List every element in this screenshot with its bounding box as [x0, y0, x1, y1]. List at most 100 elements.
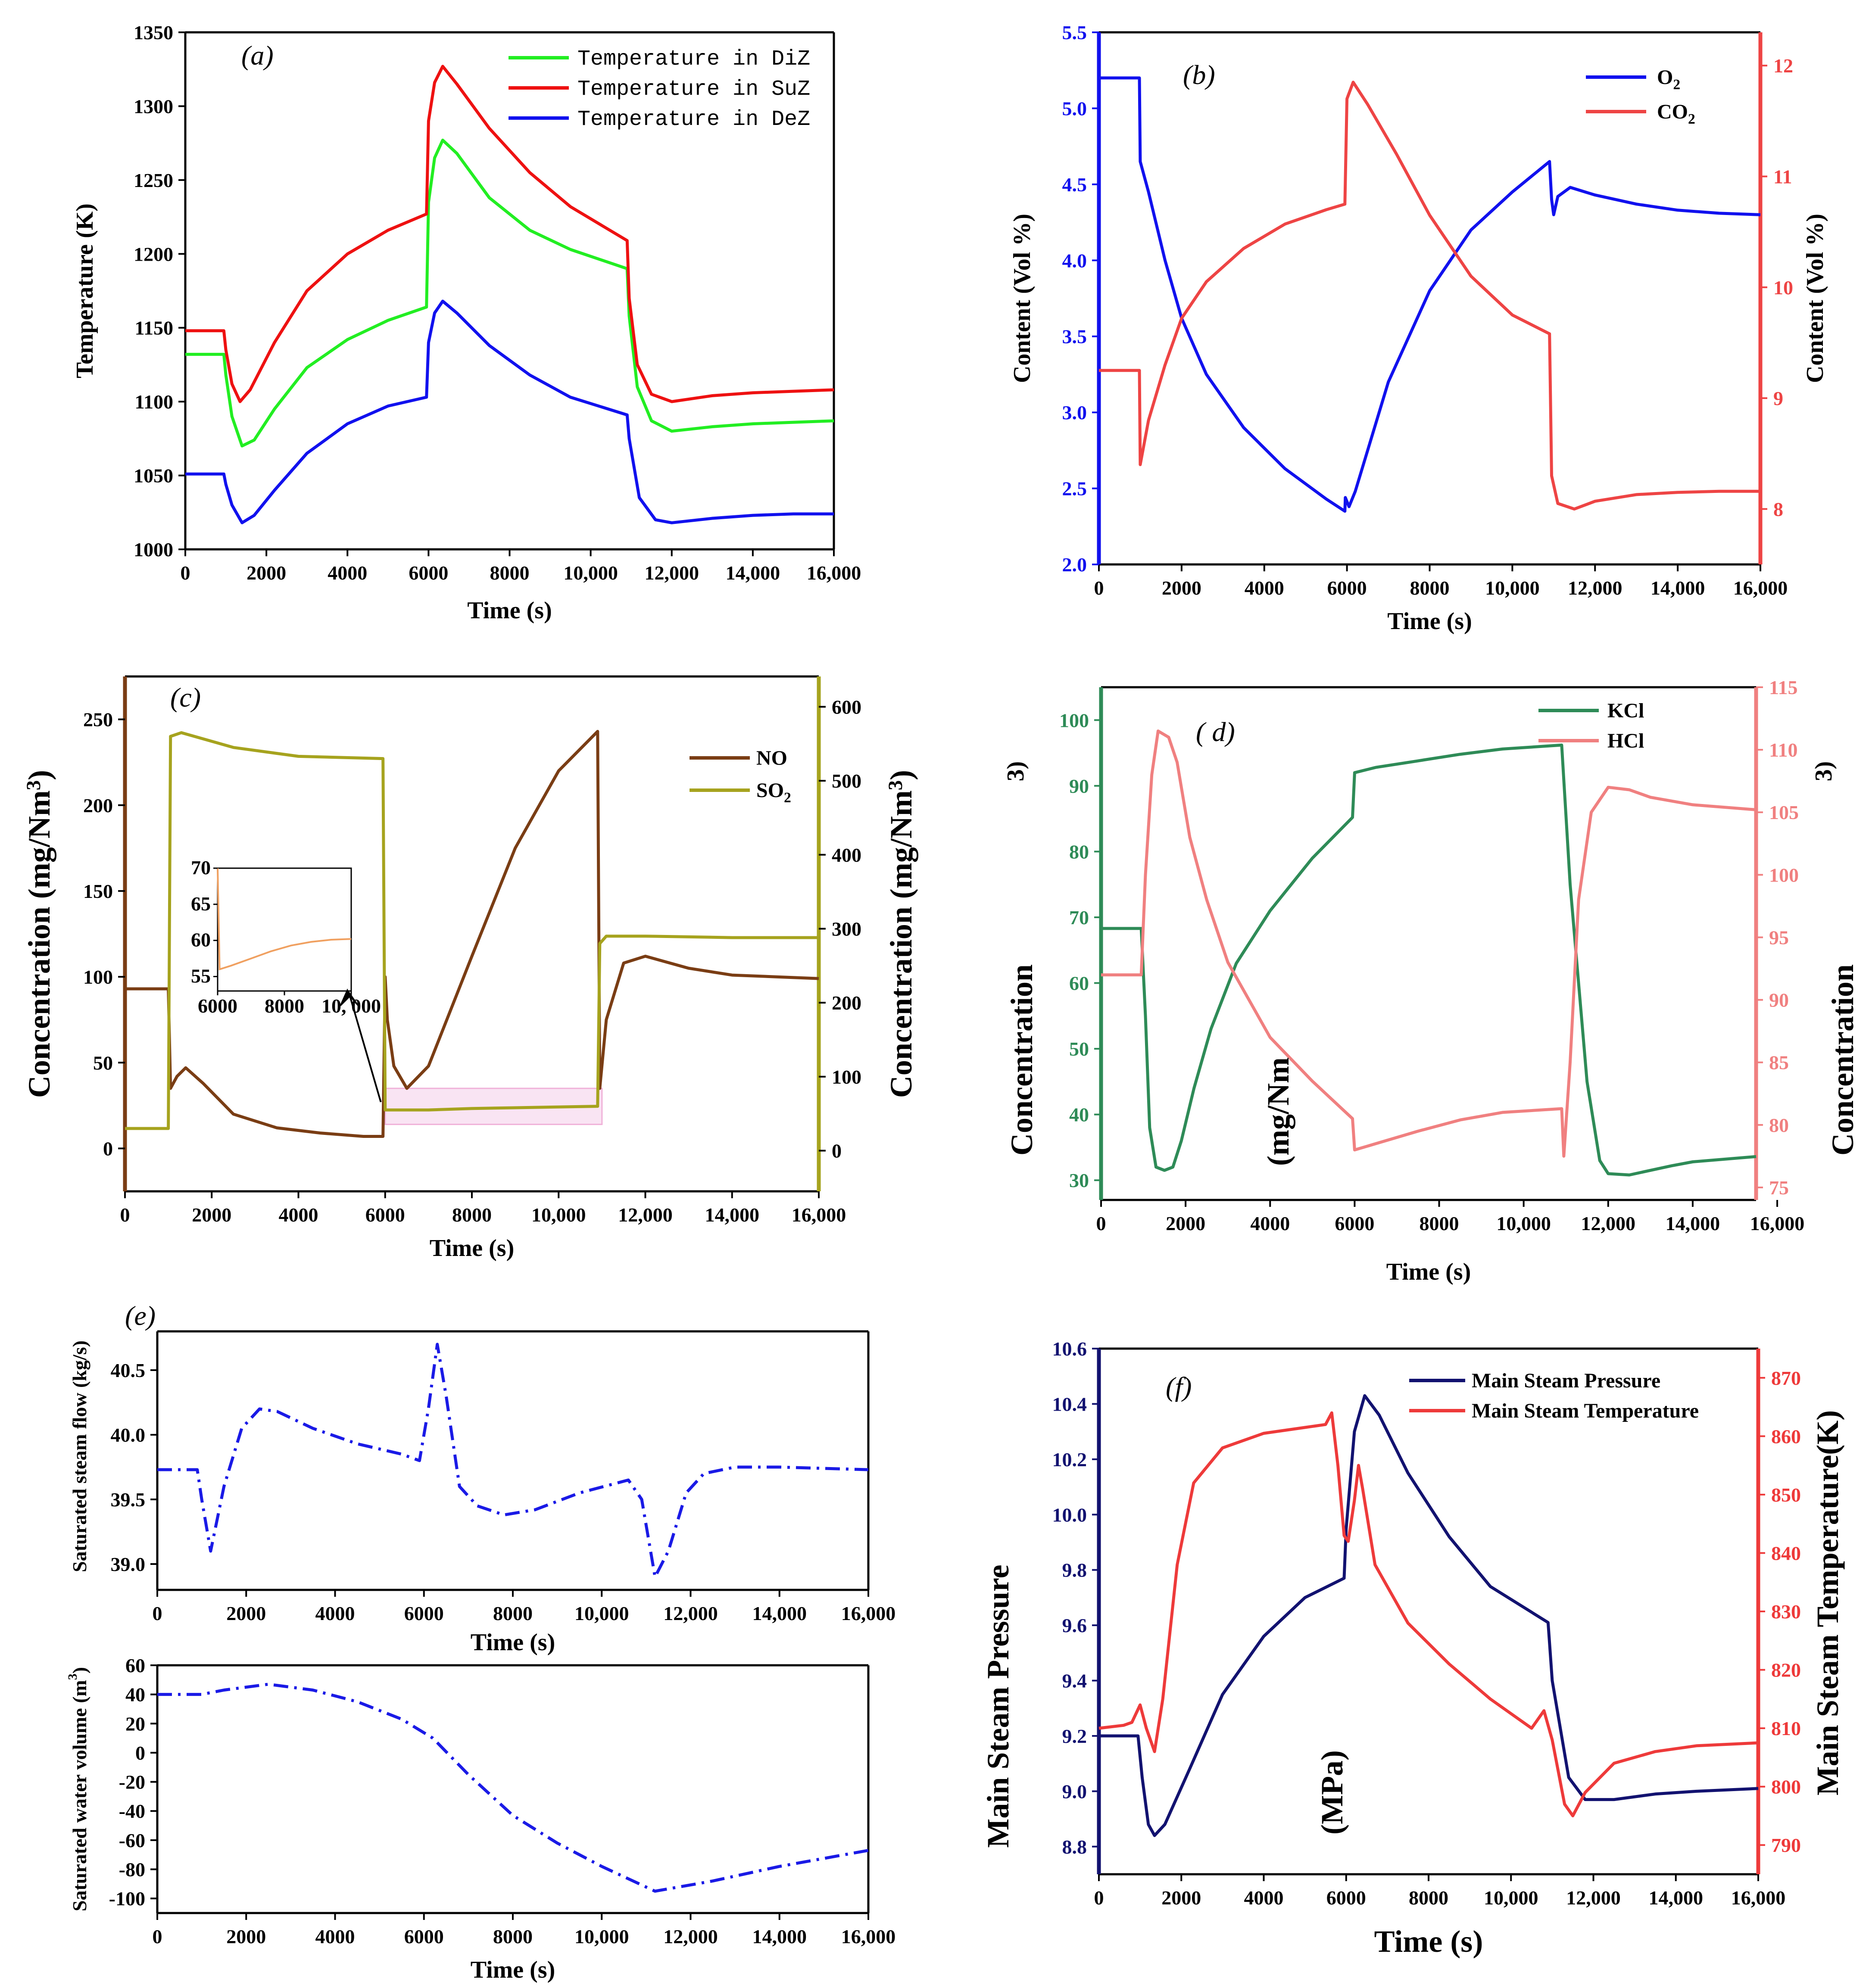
y-tick-label-right: 830: [1771, 1601, 1801, 1623]
x-tick-label: 2000: [192, 1204, 231, 1226]
x-tick-label: 10,000: [1484, 1887, 1538, 1909]
x-tick-label: 8000: [1410, 577, 1450, 599]
y-tick-label: 1250: [134, 169, 173, 191]
legend-main: O: [1657, 66, 1673, 89]
x-tick-label: 8000: [493, 1602, 533, 1624]
y-tick-label: 70: [1069, 907, 1089, 929]
x-tick-label: 8000: [452, 1204, 492, 1226]
x-tick-label: 12,000: [1581, 1212, 1636, 1234]
legend-label: Temperature in SuZ: [577, 77, 810, 102]
x-tick-label: 4000: [315, 1602, 355, 1624]
panel-e-top: 0 2000 4000 6000 8000 10,000 12,000 14,000 16,00…: [69, 1300, 895, 1656]
series-line-saturated-water-volume: [157, 1683, 869, 1893]
x-tick-label: 2000: [226, 1926, 266, 1947]
y-tick-label: 1150: [135, 317, 173, 339]
series-line-kcl: [1101, 743, 1757, 1177]
sup-fragment-left: 3): [1002, 761, 1029, 782]
y-tick-label: 1100: [135, 391, 173, 413]
x-tick-label: 8000: [1420, 1212, 1459, 1234]
x-tick-label: 12,000: [1568, 577, 1623, 599]
x-tick-label: 2000: [226, 1602, 266, 1624]
y-tick-label-right: 8: [1773, 498, 1783, 520]
y-tick-label-right: 100: [832, 1066, 861, 1088]
x-tick-label: 0: [153, 1602, 162, 1624]
y-tick-label-right: 200: [832, 992, 861, 1014]
series-line-temperature-in-diz: [185, 138, 834, 448]
x-tick-label: 2000: [1166, 1212, 1205, 1234]
x-tick-label: 16,000: [841, 1926, 896, 1947]
x-tick-label: 16,000: [1750, 1212, 1805, 1234]
series-line-no: [125, 730, 819, 1138]
x-tick-label: 8000: [493, 1926, 533, 1947]
y-axis-label-right: Concentration (mg/Nm3): [884, 770, 918, 1098]
x-tick-label: 4000: [1250, 1212, 1290, 1234]
inset-line: [217, 868, 352, 971]
x-tick-label: 12,000: [663, 1926, 718, 1947]
x-tick-label: 0: [153, 1926, 162, 1947]
x-axis-label: Time (s): [467, 597, 552, 624]
x-tick-label: 2000: [246, 562, 286, 584]
x-tick-label: 10,000: [574, 1602, 629, 1624]
x-tick-label: 0: [1094, 577, 1104, 599]
y-tick-label: 40.0: [111, 1424, 146, 1446]
label-end: ): [884, 770, 918, 780]
y-tick-label-right: 95: [1769, 926, 1789, 948]
inset-y-tick-label: 65: [191, 893, 211, 915]
x-tick-label: 14,000: [1651, 577, 1705, 599]
panel-e-bottom: 0 2000 4000 6000 8000 10,000 12,000 14,000 16,00…: [66, 1655, 895, 1983]
legend-label: KCl: [1607, 699, 1644, 722]
y-tick-label: 10.2: [1052, 1449, 1087, 1471]
x-tick-label: 12,000: [663, 1602, 718, 1624]
y-axis-label-right: Content (Vol %): [1802, 214, 1828, 383]
series-line-so2: [125, 731, 819, 1130]
y-tick-label: -20: [119, 1771, 145, 1793]
x-tick-label: 6000: [404, 1926, 444, 1947]
legend-label: HCl: [1607, 729, 1644, 752]
y-tick-label: -40: [119, 1800, 145, 1822]
series-line-main-steam-temperature: [1098, 1411, 1759, 1817]
y-tick-label: 1000: [134, 539, 173, 561]
y-tick-label-right: 75: [1769, 1177, 1789, 1199]
y-tick-label-right: 0: [832, 1140, 842, 1162]
y-tick-label: 8.8: [1062, 1836, 1087, 1858]
y-tick-label: 1200: [134, 243, 173, 265]
sup-fragment-right: 3): [1810, 761, 1837, 782]
x-tick-label: 14,000: [705, 1204, 760, 1226]
x-tick-label: 16,000: [792, 1204, 846, 1226]
x-axis-label: Time (s): [1387, 608, 1472, 635]
x-tick-label: 12,000: [645, 562, 699, 584]
x-tick-label: 8000: [490, 562, 530, 584]
y-tick-label-right: 9: [1773, 387, 1783, 409]
y-tick-label-right: 860: [1771, 1425, 1801, 1447]
x-tick-label: 12,000: [1566, 1887, 1621, 1909]
x-axis-label: Time (s): [430, 1235, 515, 1262]
panel-label: (e): [125, 1300, 156, 1331]
label-part: Concentration (mg/Nm: [884, 790, 918, 1098]
x-tick-label: 4000: [328, 562, 367, 584]
panel-label: ( d): [1196, 717, 1235, 747]
x-tick-label: 4000: [279, 1204, 318, 1226]
series-line-hcl: [1101, 729, 1757, 1158]
x-tick-label: 0: [120, 1204, 130, 1226]
x-tick-label: 16,000: [1731, 1887, 1786, 1909]
y-tick-label: 5.5: [1062, 22, 1087, 44]
x-tick-label: 10,000: [563, 562, 618, 584]
x-tick-label: 12,000: [618, 1204, 673, 1226]
legend-label: CO2: [1657, 100, 1695, 127]
y-tick-label-right: 790: [1771, 1834, 1801, 1856]
legend-label: Main Steam Temperature: [1472, 1399, 1699, 1422]
unit-fragment: (mg/Nm: [1261, 1057, 1295, 1166]
y-tick-label-right: 820: [1771, 1659, 1801, 1681]
panel-c: 0 2000 4000 6000 8000 10,000 12,000 14,000 16,00…: [22, 675, 918, 1262]
panel-b: 0 2000 4000 6000 8000 10,000 12,000 14,000 16,00…: [1009, 22, 1828, 635]
y-tick-label-right: 115: [1769, 676, 1797, 698]
y-tick-label: 4.0: [1062, 249, 1087, 271]
y-tick-label: 9.8: [1062, 1559, 1087, 1581]
x-tick-label: 16,000: [841, 1602, 896, 1624]
label-part: Saturated water volume (m: [69, 1680, 90, 1911]
label-sup: 3: [22, 780, 45, 790]
legend-label: O2: [1657, 66, 1680, 93]
y-tick-label-right: 90: [1769, 989, 1789, 1011]
y-tick-label: 40.5: [111, 1359, 146, 1381]
